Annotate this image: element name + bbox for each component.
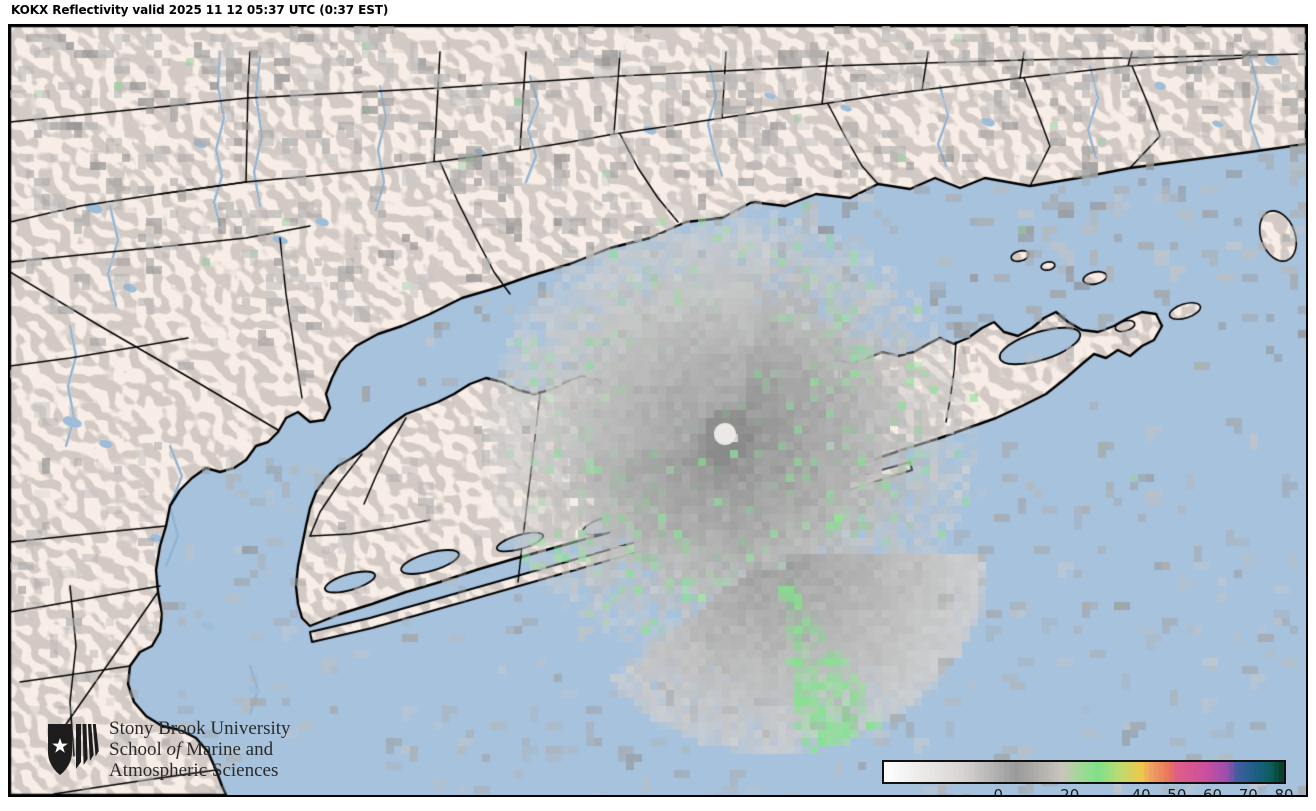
- radar-reflectivity-layer: [10, 26, 1306, 795]
- colorbar-tick-0: 0: [993, 786, 1004, 797]
- colorbar-gradient: [884, 762, 1284, 782]
- reflectivity-colorbar[interactable]: 0 20 40 50 60 70 80: [882, 760, 1294, 795]
- colorbar-tick-labels: 0 20 40 50 60 70 80: [842, 786, 1306, 797]
- colorbar-tick-60: 60: [1203, 786, 1223, 797]
- colorbar-tick-50: 50: [1167, 786, 1187, 797]
- colorbar-tick-20: 20: [1060, 786, 1080, 797]
- radar-map-panel[interactable]: Stony Brook University School of Marine …: [8, 24, 1308, 797]
- colorbar-tick-70: 70: [1238, 786, 1258, 797]
- colorbar-tick-40: 40: [1131, 786, 1151, 797]
- colorbar-tick-80: 80: [1274, 786, 1294, 797]
- colorbar-frame: [882, 760, 1286, 784]
- page-title: KOKX Reflectivity valid 2025 11 12 05:37…: [11, 3, 389, 17]
